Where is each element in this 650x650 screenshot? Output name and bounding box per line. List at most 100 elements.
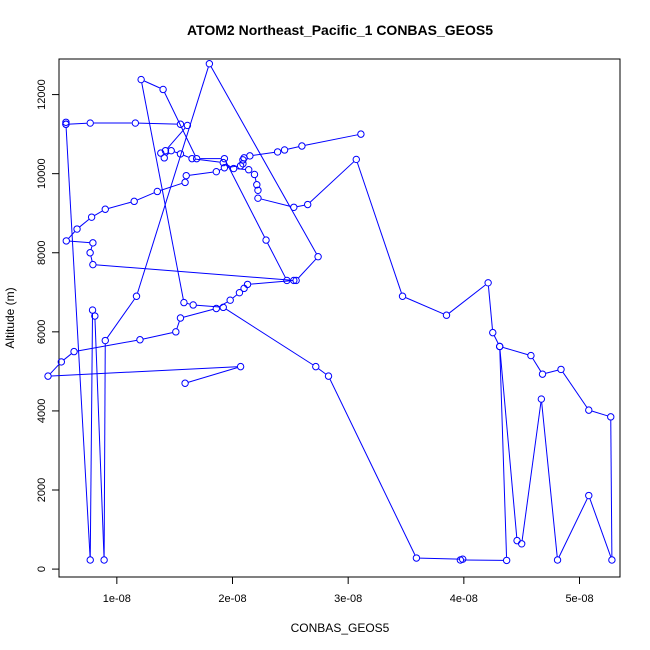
data-point xyxy=(283,276,291,285)
data-point xyxy=(167,147,175,155)
data-point xyxy=(181,178,189,187)
x-tick-label: 3e-08 xyxy=(334,593,362,605)
data-point xyxy=(182,171,190,180)
series-line-segment xyxy=(90,246,93,250)
data-point xyxy=(442,311,451,319)
series-line-segment xyxy=(94,319,105,557)
data-point xyxy=(86,249,94,257)
y-axis: 0 2000 4000 6000 8000 10000 12000 xyxy=(36,79,59,572)
data-point xyxy=(88,306,97,314)
data-point xyxy=(253,181,261,189)
data-point xyxy=(188,154,196,163)
series-line-segment xyxy=(448,284,486,314)
data-point xyxy=(290,276,298,285)
data-point xyxy=(86,119,94,127)
data-point xyxy=(314,253,322,261)
series-line-segment xyxy=(50,364,60,374)
data-point xyxy=(192,154,201,163)
series-line-segment xyxy=(63,353,72,361)
data-point xyxy=(239,156,247,164)
data-point xyxy=(212,167,221,176)
series-line-segment xyxy=(189,171,213,176)
series-line-segment xyxy=(253,151,275,156)
series-line-segment xyxy=(144,80,161,89)
series-line-segment xyxy=(108,201,131,209)
data-point xyxy=(176,150,185,158)
data-point xyxy=(538,370,547,378)
data-point xyxy=(57,358,66,366)
y-tick-label: 0 xyxy=(36,566,48,572)
data-point xyxy=(157,149,165,157)
data-point xyxy=(527,351,535,360)
series-line-segment xyxy=(589,498,612,557)
data-point xyxy=(357,130,365,138)
data-point xyxy=(130,197,138,206)
data-point xyxy=(183,121,192,130)
data-point xyxy=(101,205,109,213)
data-point xyxy=(160,154,168,162)
series-line-segment xyxy=(267,242,286,278)
y-tick-label: 12000 xyxy=(36,79,48,110)
data-point xyxy=(62,118,70,126)
series-line-segment xyxy=(183,154,189,158)
data-point xyxy=(244,166,253,174)
series-line-segment xyxy=(176,321,180,329)
data-point xyxy=(292,276,300,285)
data-point xyxy=(352,155,360,164)
data-point xyxy=(176,120,185,128)
series-line-segment xyxy=(487,286,493,330)
series-line-segment xyxy=(287,146,299,150)
data-point xyxy=(585,491,593,500)
series-lines xyxy=(50,66,613,561)
data-point xyxy=(312,362,320,371)
data-point xyxy=(240,284,248,293)
data-point xyxy=(101,336,109,345)
series-line-segment xyxy=(137,192,155,201)
series-line-segment xyxy=(141,82,184,300)
series-line-segment xyxy=(499,349,518,538)
data-point xyxy=(62,120,70,128)
series-line-segment xyxy=(65,127,91,557)
series-line-segment xyxy=(329,379,416,556)
data-point xyxy=(496,342,504,351)
series-line-segment xyxy=(137,66,209,294)
series-line-segment xyxy=(219,168,222,171)
data-point xyxy=(219,303,227,312)
data-point xyxy=(236,362,245,371)
series-line-segment xyxy=(225,308,314,366)
x-tick-label: 5e-08 xyxy=(565,593,593,605)
series-line-segment xyxy=(419,557,460,560)
data-point xyxy=(246,152,254,160)
series-line-segment xyxy=(94,210,103,216)
data-point xyxy=(517,540,526,548)
series-line-segment xyxy=(196,304,220,308)
data-point xyxy=(324,372,333,380)
data-point xyxy=(180,298,188,307)
series-line-segment xyxy=(562,372,588,408)
series-line-segment xyxy=(298,258,317,279)
data-point xyxy=(219,158,227,167)
data-point xyxy=(226,296,234,304)
series-line-segment xyxy=(610,420,613,557)
data-point xyxy=(153,187,162,196)
y-tick-label: 10000 xyxy=(36,158,48,189)
data-point xyxy=(212,304,221,313)
series-line-segment xyxy=(225,161,265,238)
series-line-segment xyxy=(166,152,170,156)
series-line-segment xyxy=(69,122,87,125)
data-point xyxy=(412,554,421,562)
data-point xyxy=(159,85,167,94)
data-point xyxy=(137,75,145,84)
y-tick-label: 4000 xyxy=(36,399,48,423)
data-point xyxy=(489,328,497,337)
data-point xyxy=(89,239,97,247)
data-point xyxy=(513,536,521,545)
series-line-segment xyxy=(318,368,327,375)
data-point xyxy=(176,314,185,322)
data-point xyxy=(172,328,180,336)
series-line-segment xyxy=(405,297,444,315)
data-point xyxy=(607,413,615,421)
data-point xyxy=(557,365,565,374)
series-line-segment xyxy=(591,410,608,417)
data-point xyxy=(250,170,259,179)
